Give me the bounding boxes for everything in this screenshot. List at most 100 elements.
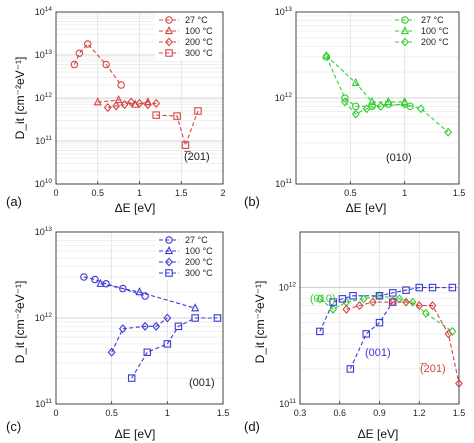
data-point: [322, 53, 331, 61]
data-point: [400, 99, 409, 109]
data-point: [135, 98, 144, 108]
series-line: [107, 101, 157, 109]
data-point: [165, 269, 173, 277]
legend-label: 200 °C: [185, 257, 213, 267]
series-line: [325, 56, 411, 107]
data-point: [164, 245, 174, 255]
data-point: [368, 102, 376, 111]
y-tick-label: 1011: [35, 398, 52, 409]
data-point: [117, 81, 125, 89]
data-point: [93, 97, 102, 106]
legend-label: 27 °C: [185, 235, 208, 245]
y-tick-label: 1011: [279, 398, 296, 409]
data-point: [315, 294, 324, 304]
data-point: [119, 284, 127, 293]
data-point: [191, 314, 199, 322]
data-point: [165, 16, 173, 24]
x-tick-label: 1.2: [413, 408, 426, 418]
y-tick-label: 1012: [279, 282, 297, 293]
data-point: [103, 102, 112, 113]
data-point: [417, 104, 425, 114]
series: [346, 298, 397, 373]
grid: [299, 231, 460, 405]
data-point: [384, 96, 393, 106]
panel-c: (c) ΔE [eV] D_it [cm⁻²eV⁻¹] 0 0.5 1 1.5 1011…: [6, 226, 229, 441]
data-point: [349, 292, 357, 300]
x-tick-label: 0: [53, 188, 58, 198]
series-line: [100, 283, 196, 309]
x-tick-label: 1.5: [453, 408, 466, 418]
x-tick-label: 1.5: [453, 188, 466, 198]
data-point: [322, 50, 331, 59]
x-tick-label: 1.5: [217, 408, 230, 418]
series: [96, 278, 200, 312]
panel-annotation: (010): [386, 152, 412, 164]
data-point: [362, 104, 371, 114]
data-point: [316, 327, 324, 336]
y-tick-label: 1012: [35, 92, 53, 103]
data-point: [70, 60, 79, 69]
data-point: [163, 313, 172, 323]
x-tick-label: 1.5: [175, 188, 188, 198]
y-tick-label: 1012: [275, 92, 293, 103]
data-point: [376, 101, 385, 111]
series: [127, 314, 222, 382]
y-axis-label: D_it [cm⁻²eV⁻¹]: [253, 281, 267, 364]
data-point: [355, 301, 364, 311]
series-line: [97, 99, 148, 106]
data-point: [388, 289, 397, 297]
data-point: [135, 287, 144, 296]
data-point: [152, 321, 161, 331]
data-point: [163, 340, 172, 348]
data-point: [341, 94, 349, 102]
series: [152, 107, 202, 149]
data-point: [448, 283, 457, 292]
series: [316, 283, 457, 336]
data-point: [181, 141, 190, 149]
data-point: [107, 347, 116, 357]
data-point: [83, 40, 92, 48]
annotation-201: (̅201): [420, 363, 446, 375]
series: [342, 297, 463, 389]
panel-annotation: (̅201): [184, 151, 210, 163]
data-point: [213, 314, 222, 322]
y-tick-label: 1013: [275, 6, 293, 17]
legend-label: 300 °C: [185, 48, 213, 58]
data-point: [448, 326, 457, 336]
data-point: [402, 297, 410, 307]
annotation-001: (001): [365, 347, 391, 359]
series-line: [326, 55, 405, 103]
data-point: [444, 329, 453, 339]
series: [80, 273, 149, 300]
y-tick-label: 1013: [35, 226, 53, 237]
series-line: [131, 317, 218, 379]
panel-label: (c): [6, 419, 21, 434]
series-line: [319, 287, 453, 332]
panel-annotation: (001): [189, 377, 215, 389]
y-axis-label: D_it [cm⁻²eV⁻¹]: [13, 281, 27, 364]
data-point: [362, 330, 370, 338]
data-point: [143, 348, 152, 356]
data-point: [102, 60, 110, 69]
y-axis-label-text: D_it [cm⁻²eV⁻¹]: [13, 57, 27, 140]
panel-b: (b) ΔE [eV] 0.5 1 1.5 1011 1012 1013 27 °C100 …: [244, 6, 465, 215]
x-axis-label: ΔE [eV]: [358, 427, 399, 441]
data-point: [114, 94, 123, 104]
y-axis-label-text: D_it [cm⁻²eV⁻¹]: [13, 281, 27, 364]
y-tick-label: 1013: [35, 49, 53, 60]
legend-label: 200 °C: [421, 37, 449, 47]
annotation-010: (010): [310, 293, 336, 305]
data-point: [346, 365, 355, 373]
panel-a: (a) ΔE [eV] D_it [cm⁻²eV⁻¹] 0 0.5 1 1.5 2 101…: [6, 6, 226, 215]
y-axis-label-text: D_it [cm⁻²eV⁻¹]: [253, 281, 267, 364]
legend-label: 27 °C: [421, 15, 444, 25]
series: [103, 97, 161, 113]
data-point: [329, 298, 337, 306]
data-point: [408, 297, 417, 307]
data-point: [402, 286, 410, 294]
x-tick-label: 1: [165, 408, 170, 418]
y-tick-label: 1014: [35, 6, 53, 17]
data-point: [455, 378, 463, 389]
